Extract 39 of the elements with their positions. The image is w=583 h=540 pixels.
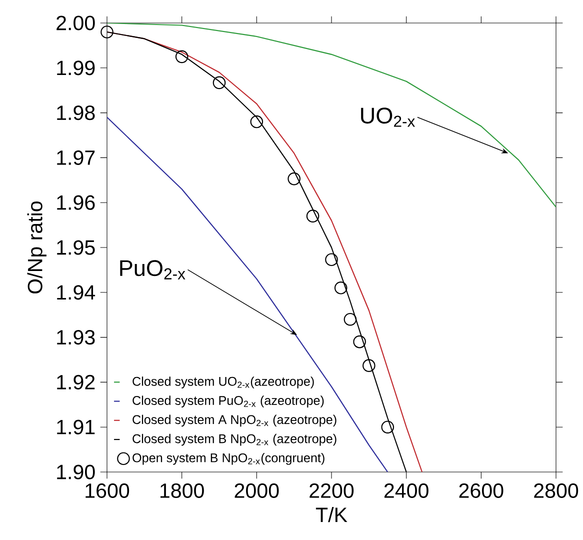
point (175, 50, 188, 64)
y-tick-label: 1.94 (57, 285, 96, 300)
y-tick-label: 1.91 (57, 420, 95, 434)
x-tick-label: 2400 (384, 483, 428, 498)
point (362, 359, 376, 372)
point (288, 172, 300, 186)
point (353, 335, 366, 348)
legend-label: Open system B NpO$_{2-x}$(congruent) (132, 453, 324, 465)
annotation: PuO$_{2-x}$ (120, 260, 186, 280)
point (325, 253, 338, 266)
point (250, 115, 264, 128)
y-tick-label: 1.90 (57, 464, 95, 480)
legend-label: Closed system B NpO$_{2-x}$ (azeotrope) (132, 434, 336, 446)
point (344, 312, 357, 326)
legend-label: Closed system A NpO$_{2-x}$ (azeotrope) (132, 414, 336, 427)
y-tick-label: 1.93 (57, 330, 95, 345)
y-axis-title: O/Np ratio (27, 201, 46, 294)
point (100, 26, 114, 38)
point (306, 210, 320, 222)
y-tick-label: 1.98 (57, 106, 95, 120)
point (212, 76, 226, 90)
point (381, 420, 394, 434)
x-tick-label: 2200 (310, 483, 354, 498)
x-tick-label: 1600 (86, 483, 130, 498)
annotation: UO$_{2-x}$ (361, 108, 416, 127)
y-tick-label: 1.97 (57, 150, 95, 165)
x-axis-title: T/K (316, 507, 348, 522)
x-tick-label: 1800 (160, 483, 204, 498)
y-tick-label: 1.99 (57, 60, 95, 76)
x-tick-label: 2600 (459, 483, 504, 498)
point (334, 282, 348, 294)
legend-label: Closed system UO$_{2-x}$(azeotrope) (132, 376, 314, 388)
legend-label: Closed system PuO$_{2-x}$ (azeotrope) (132, 396, 324, 408)
y-tick-label: 1.92 (57, 374, 95, 390)
y-tick-label: 1.96 (57, 195, 95, 210)
y-tick-label: 1.95 (57, 240, 95, 255)
y-tick-label: 2.00 (56, 16, 95, 30)
x-tick-label: 2800 (534, 483, 578, 498)
x-tick-label: 2000 (234, 483, 279, 498)
